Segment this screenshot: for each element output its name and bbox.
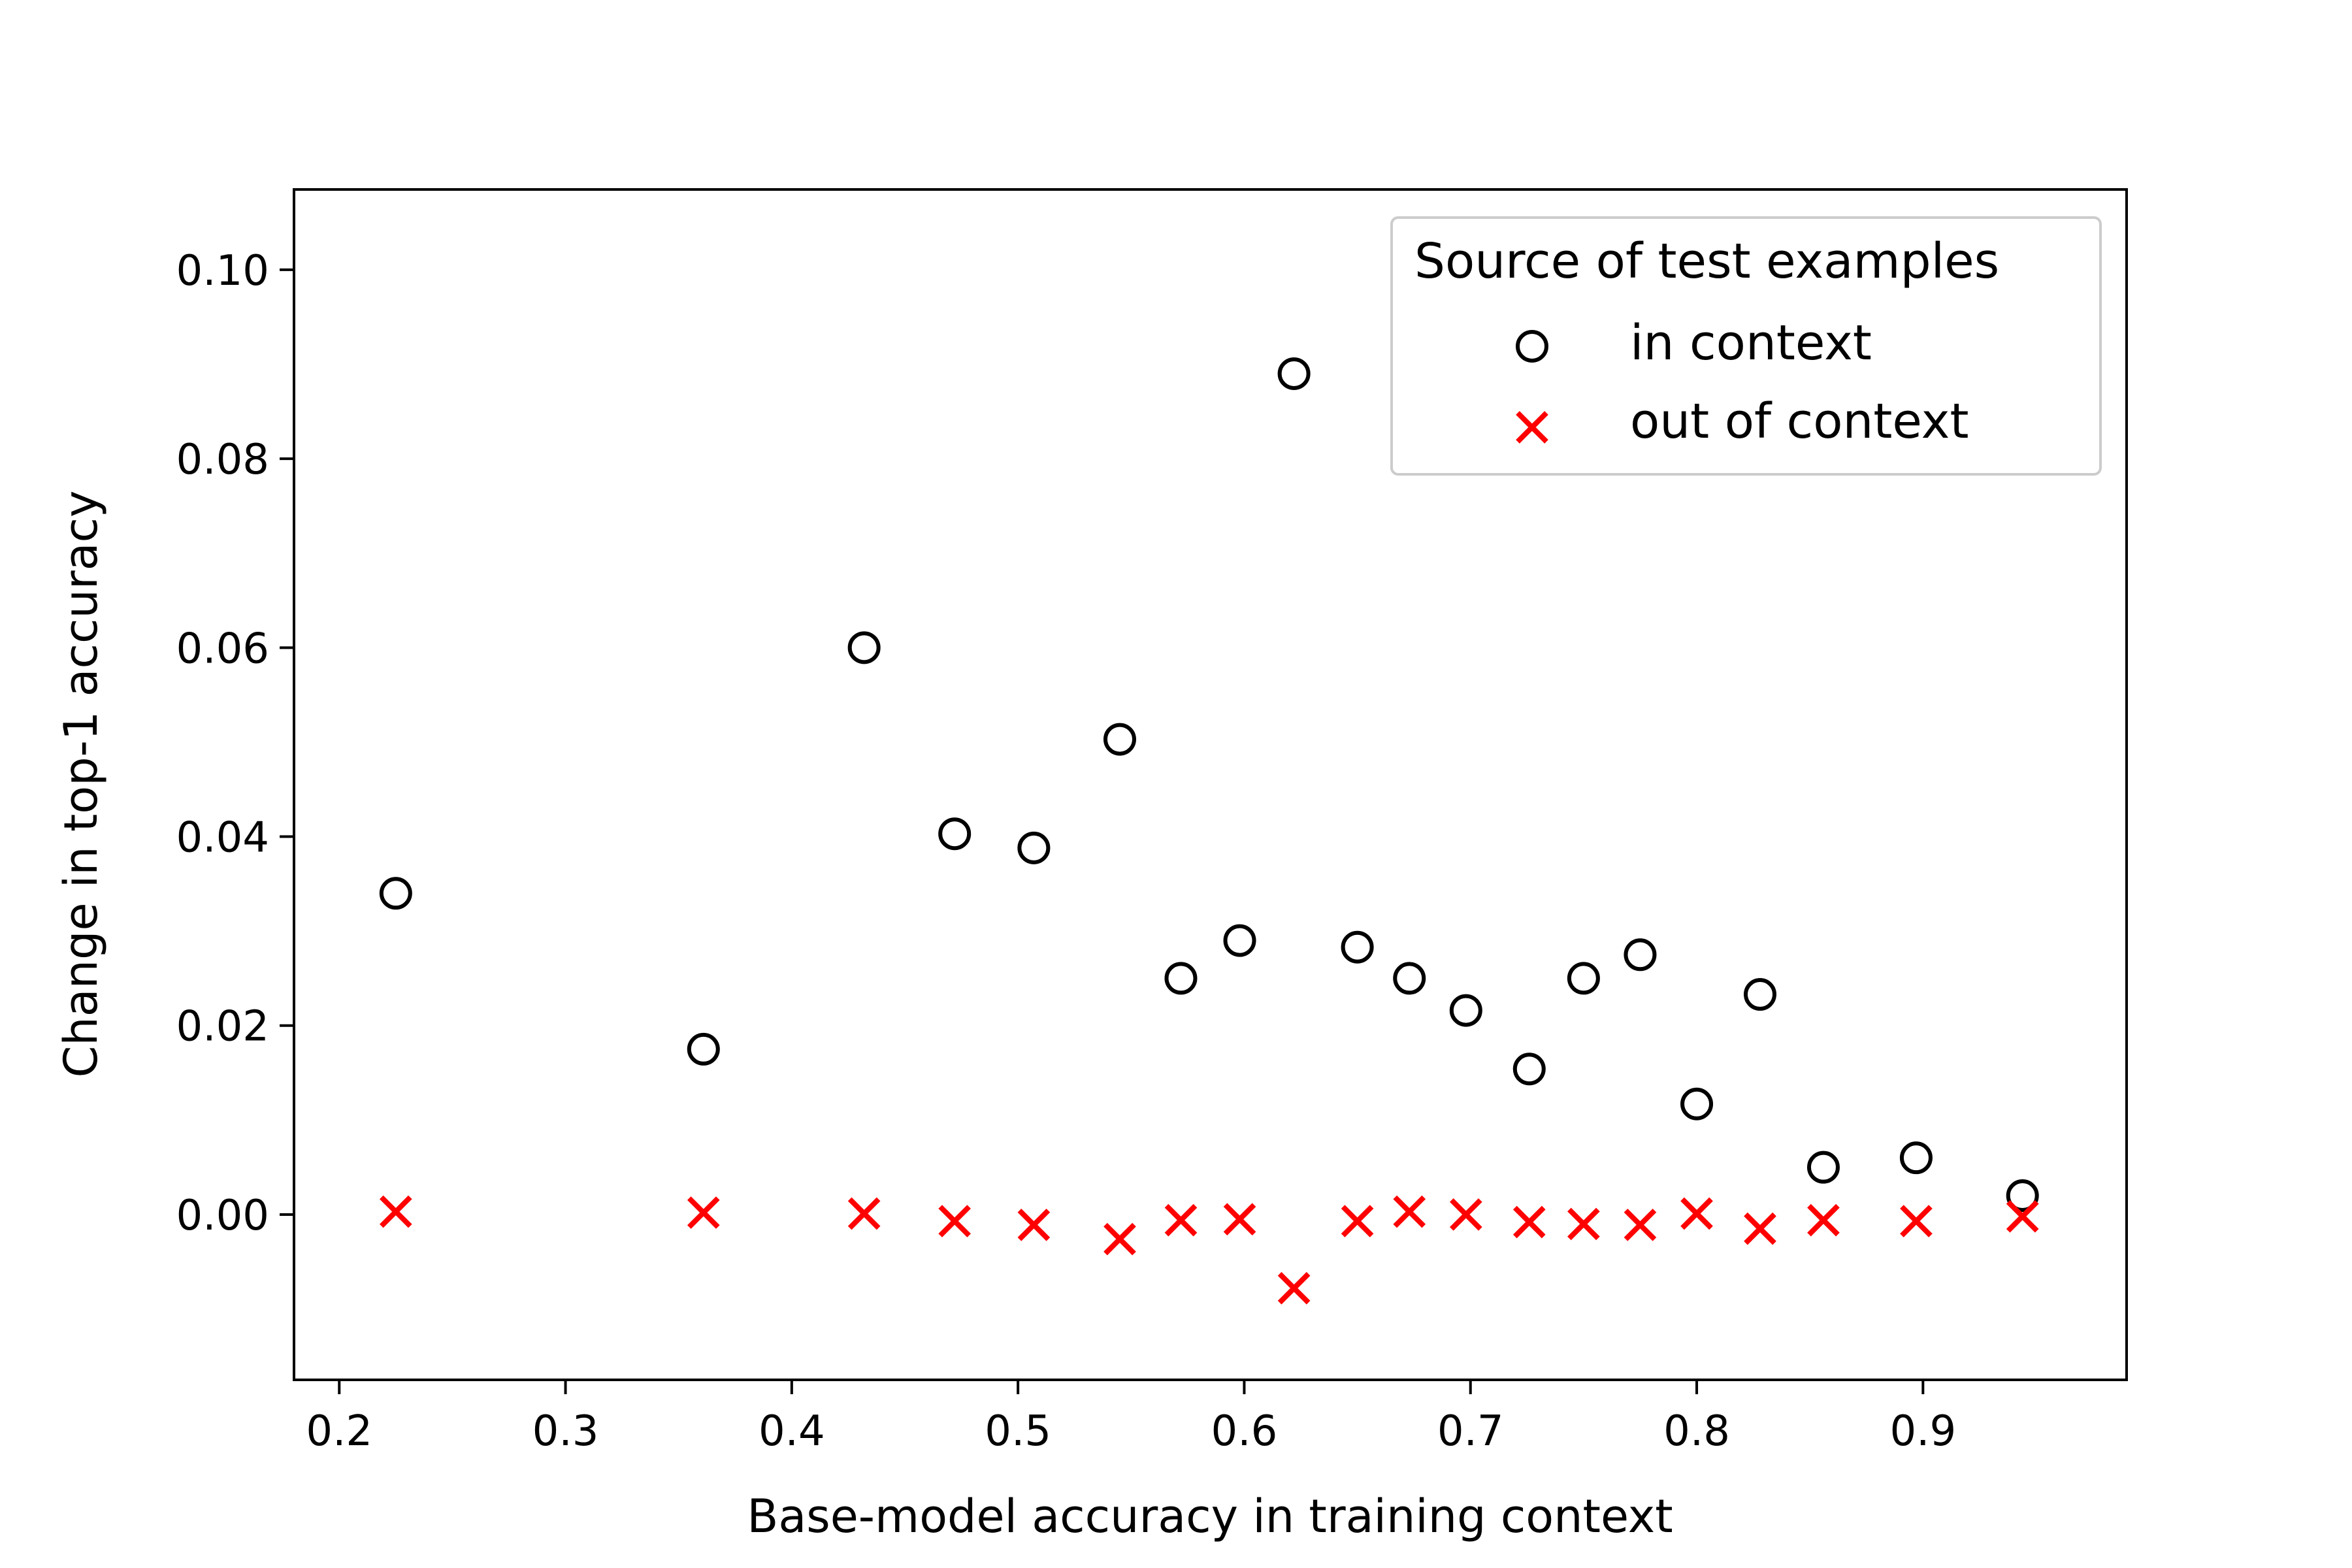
in-context-point — [1449, 994, 1482, 1027]
x-tick-label: 0.4 — [759, 1407, 825, 1456]
in-context-point — [1624, 938, 1657, 972]
in-context-point — [1899, 1141, 1933, 1175]
x-tick-label: 0.8 — [1663, 1407, 1730, 1456]
ticks-layer: 0.2 0.3 0.4 0.5 0.6 0.7 0.8 0.9 0.00 0.02 0.04 0.06… — [176, 247, 1957, 1456]
in-context-point — [1017, 831, 1051, 864]
in-context-point — [847, 631, 881, 664]
y-tick-label: 0.06 — [176, 625, 270, 673]
x-tick-label: 0.9 — [1889, 1407, 1956, 1456]
in-context-point — [1223, 924, 1256, 957]
x-tick-label: 0.6 — [1211, 1407, 1278, 1456]
x-tick-label: 0.3 — [532, 1407, 599, 1456]
in-context-point — [2006, 1179, 2039, 1213]
in-context-point — [1744, 978, 1776, 1011]
out-of-context-point — [1680, 1197, 1713, 1230]
out-of-context-point — [847, 1197, 881, 1230]
legend: Source of test examples in context out o… — [1390, 216, 2102, 476]
series-out-of-context — [380, 1195, 2039, 1305]
y-tick-label: 0.02 — [176, 1003, 270, 1051]
out-of-context-point — [2006, 1200, 2039, 1233]
legend-entry-out-of-context: out of context — [1630, 393, 1968, 449]
legend-title: Source of test examples — [1414, 233, 1999, 289]
x-tick-label: 0.2 — [306, 1407, 372, 1456]
out-of-context-point — [1393, 1195, 1426, 1228]
in-context-point — [1512, 1053, 1546, 1086]
out-of-context-point — [1807, 1203, 1840, 1237]
out-of-context-point — [380, 1195, 412, 1228]
in-context-point — [938, 817, 972, 851]
in-context-point — [1341, 930, 1374, 964]
out-of-context-point — [938, 1205, 972, 1237]
y-tick-label: 0.08 — [176, 436, 270, 484]
in-context-point — [1393, 962, 1426, 995]
y-tick-label: 0.00 — [176, 1192, 270, 1240]
y-tick-label: 0.10 — [176, 247, 270, 295]
plot-area-frame — [293, 188, 2128, 1381]
in-context-point — [687, 1032, 720, 1066]
out-of-context-point — [1164, 1203, 1198, 1237]
y-tick-label: 0.04 — [176, 814, 270, 862]
y-axis-label: Change in top-1 accuracy — [54, 491, 108, 1078]
out-of-context-point — [1744, 1212, 1776, 1245]
in-context-point — [1806, 1151, 1840, 1184]
out-of-context-point — [1341, 1205, 1374, 1237]
in-context-point — [1567, 962, 1600, 995]
in-context-point — [1164, 962, 1198, 995]
in-context-point — [379, 877, 412, 910]
out-of-context-point — [1900, 1205, 1933, 1237]
in-context-point — [1277, 357, 1311, 390]
out-of-context-point — [1017, 1209, 1051, 1241]
legend-x-marker-icon — [1516, 411, 1548, 444]
out-of-context-point — [1567, 1207, 1600, 1241]
x-axis-label: Base-model accuracy in training context — [747, 1490, 1673, 1543]
out-of-context-point — [1449, 1198, 1482, 1231]
out-of-context-point — [1277, 1271, 1311, 1305]
out-of-context-point — [1512, 1205, 1546, 1239]
out-of-context-point — [1223, 1203, 1256, 1236]
in-context-point — [1103, 723, 1136, 756]
out-of-context-point — [687, 1196, 720, 1229]
x-tick-label: 0.5 — [985, 1407, 1051, 1456]
marks-layer — [379, 357, 2039, 1305]
legend-box — [1390, 216, 2102, 476]
series-in-context — [379, 357, 2039, 1213]
legend-circle-marker-icon — [1516, 330, 1548, 363]
legend-entry-in-context: in context — [1630, 315, 1872, 371]
in-context-point — [1680, 1087, 1714, 1120]
x-tick-label: 0.7 — [1437, 1407, 1504, 1456]
out-of-context-point — [1103, 1222, 1136, 1256]
out-of-context-point — [1624, 1209, 1657, 1241]
